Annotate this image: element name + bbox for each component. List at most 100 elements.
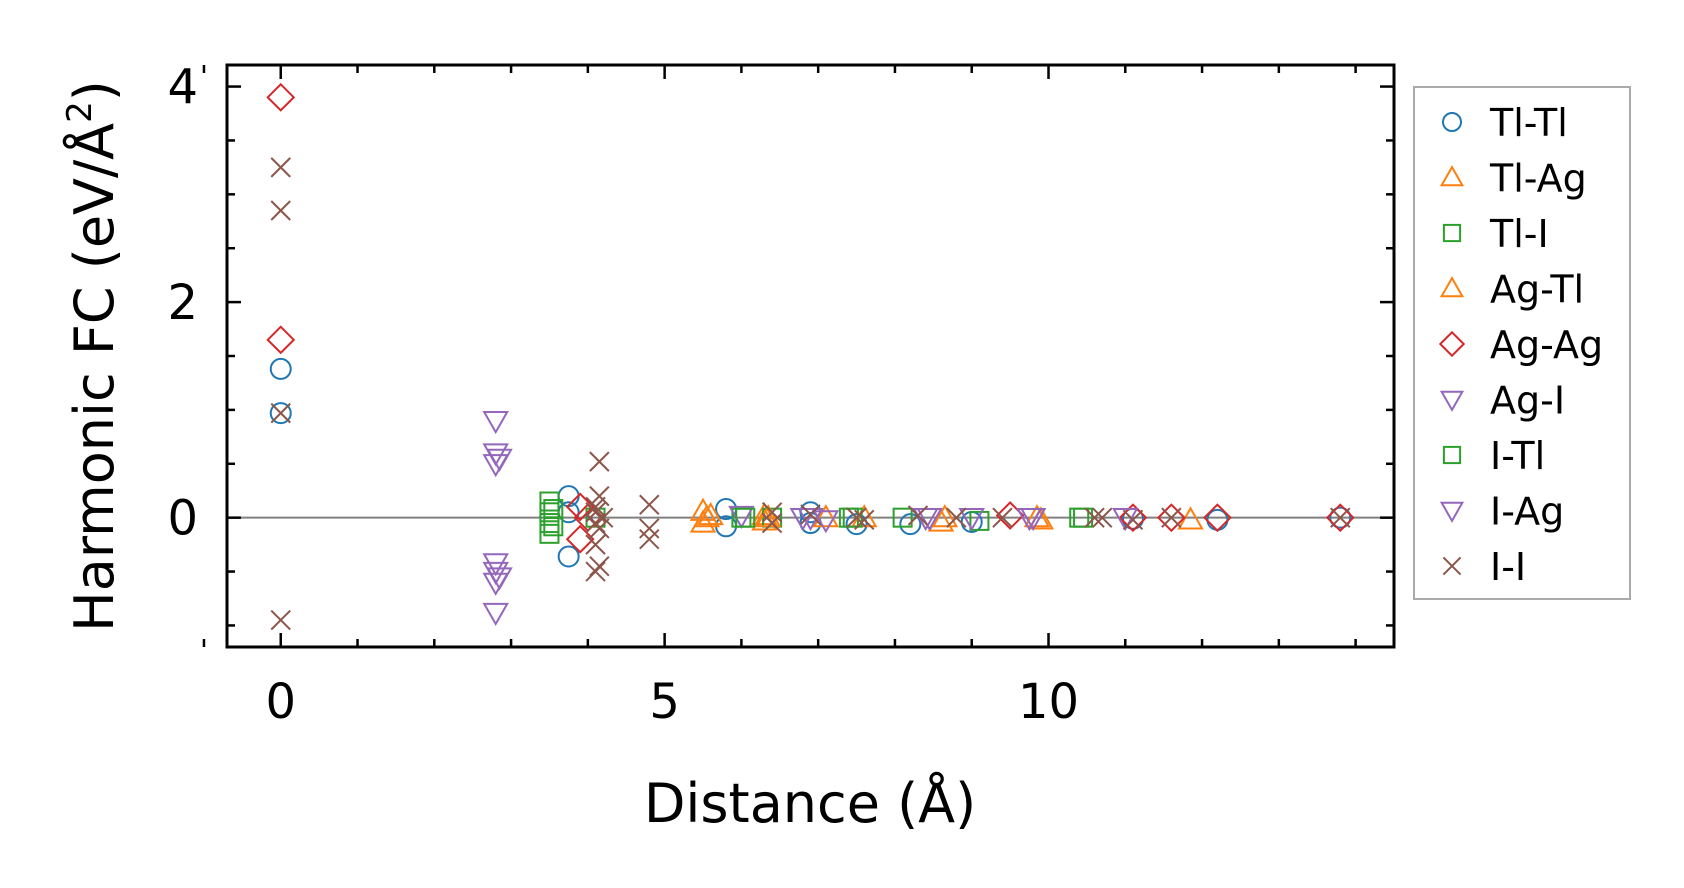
data-point <box>539 502 560 523</box>
legend-label: Ag-Tl <box>1490 268 1584 312</box>
data-point <box>585 496 606 518</box>
data-point <box>589 555 610 577</box>
data-point <box>761 512 783 534</box>
data-point <box>270 402 291 424</box>
data-point <box>992 507 1013 528</box>
data-point <box>639 494 660 515</box>
series-ag-ag <box>266 82 1355 554</box>
data-point <box>539 513 560 534</box>
x-tick-label: 0 <box>265 674 296 730</box>
x-tick-label: 10 <box>1018 674 1079 730</box>
legend-marker <box>1442 445 1462 465</box>
data-point <box>1330 507 1351 528</box>
data-point <box>916 508 943 532</box>
legend-label: Ag-I <box>1490 379 1565 423</box>
data-point <box>907 505 929 526</box>
legend-item: I-Ag <box>1439 490 1564 534</box>
data-point <box>266 325 296 355</box>
data-point <box>266 82 296 112</box>
legend-label: Tl-Tl <box>1489 101 1568 145</box>
data-point <box>557 545 580 568</box>
legend-item: Tl-Ag <box>1439 157 1587 201</box>
data-point <box>565 524 595 554</box>
data-point <box>1156 503 1186 533</box>
y-axis-label: Harmonic FC (eV/Å2) <box>60 80 126 632</box>
series-i-tl <box>543 499 1094 537</box>
legend-marker <box>1439 501 1465 523</box>
data-point <box>1118 503 1148 533</box>
plot-frame <box>225 63 1396 649</box>
data-point <box>539 491 560 512</box>
axis-ticks <box>202 65 1394 647</box>
data-point <box>812 504 840 528</box>
data-point <box>899 513 922 536</box>
series-i-i <box>270 157 1351 631</box>
data-point <box>1161 507 1182 528</box>
data-point <box>589 451 610 472</box>
legend-item: Ag-Tl <box>1439 268 1584 312</box>
data-point <box>946 507 967 528</box>
data-point <box>639 518 660 539</box>
data-point <box>269 357 292 380</box>
legend-label: I-Tl <box>1490 434 1545 478</box>
data-point <box>697 501 724 526</box>
plot-area <box>202 63 1396 649</box>
data-point <box>270 609 291 631</box>
legend-label: Tl-Ag <box>1489 157 1587 201</box>
data-point <box>543 516 564 537</box>
y-axis-label-superscript: 2 <box>60 101 100 123</box>
legend: Tl-Tl Tl-Ag Tl-I Ag-Tl Ag-Ag Ag-I I-Tl I-Ag I-I <box>1413 86 1631 600</box>
data-point <box>270 157 291 178</box>
legend-item: I-Tl <box>1442 434 1545 478</box>
data-point <box>1329 506 1352 529</box>
data-point <box>270 200 291 221</box>
data-point <box>482 411 509 435</box>
legend-marker <box>1439 390 1465 412</box>
data-point <box>958 508 985 532</box>
data-point <box>812 510 840 534</box>
data-point <box>845 513 868 536</box>
data-point <box>854 509 875 531</box>
legend-marker <box>1439 165 1465 187</box>
data-point <box>693 504 721 528</box>
data-point <box>565 492 595 522</box>
legend-marker <box>1442 223 1462 243</box>
x-axis-label: Distance (Å) <box>644 771 976 835</box>
y-tick-label: 2 <box>167 275 198 331</box>
series-tl-tl <box>269 357 1352 568</box>
legend-marker <box>1438 330 1466 358</box>
data-point <box>1203 503 1232 533</box>
legend-marker <box>1439 276 1465 298</box>
data-point <box>585 512 606 534</box>
data-point <box>931 504 959 528</box>
data-point <box>1325 503 1355 533</box>
data-point <box>761 502 783 523</box>
legend-label: Ag-Ag <box>1490 323 1603 367</box>
data-point <box>589 485 610 507</box>
data-point <box>1084 507 1105 528</box>
legend-items: Tl-Tl Tl-Ag Tl-I Ag-Tl Ag-Ag Ag-I I-Tl I-Ag I-I <box>1438 101 1603 589</box>
legend-label: I-I <box>1490 545 1526 589</box>
data-point <box>1122 509 1144 531</box>
y-axis-label-close: ) <box>63 80 126 101</box>
legend-item: Ag-Ag <box>1438 323 1603 367</box>
legend-label: I-Ag <box>1490 490 1564 534</box>
legend-item: Tl-I <box>1442 212 1549 256</box>
data-point <box>1016 508 1043 532</box>
data-point <box>846 507 867 528</box>
data-point <box>892 507 913 528</box>
data-point <box>486 448 513 472</box>
legend-marker <box>1442 112 1462 132</box>
data-point <box>589 518 610 539</box>
data-point <box>585 561 606 582</box>
data-point <box>539 523 560 544</box>
data-point <box>585 534 606 555</box>
data-point <box>969 510 990 531</box>
legend-item: Ag-I <box>1439 379 1565 423</box>
legend-marker <box>1442 556 1462 576</box>
legend-label: Tl-I <box>1489 212 1549 256</box>
data-point <box>1023 504 1051 528</box>
y-tick-label: 4 <box>167 60 198 116</box>
x-tick-labels: 0 5 10 <box>265 674 1079 730</box>
